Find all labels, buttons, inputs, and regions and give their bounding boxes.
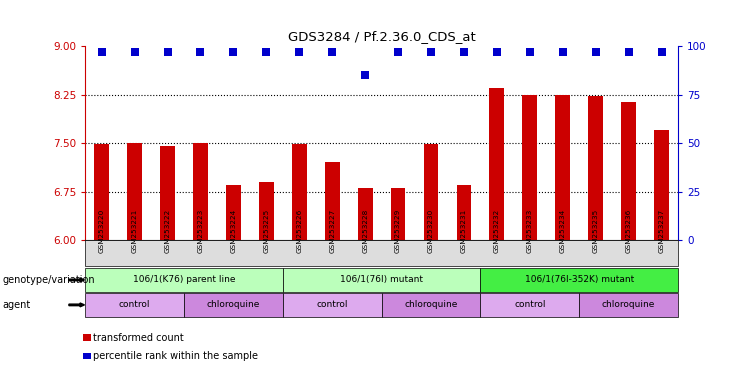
Text: GSM253224: GSM253224 <box>230 209 236 253</box>
Text: GSM253232: GSM253232 <box>494 209 500 253</box>
Point <box>195 49 207 55</box>
Text: GSM253222: GSM253222 <box>165 209 170 253</box>
Text: chloroquine: chloroquine <box>602 300 655 310</box>
Point <box>458 49 470 55</box>
Text: genotype/variation: genotype/variation <box>2 275 95 285</box>
Text: GSM253231: GSM253231 <box>461 209 467 253</box>
Point <box>392 49 404 55</box>
Bar <box>654 130 669 240</box>
Point <box>227 49 239 55</box>
Point <box>260 49 272 55</box>
Text: GSM253227: GSM253227 <box>329 209 335 253</box>
Text: GSM253233: GSM253233 <box>527 209 533 253</box>
Point <box>326 49 338 55</box>
Text: percentile rank within the sample: percentile rank within the sample <box>93 351 259 361</box>
Point <box>491 49 503 55</box>
Point <box>129 49 141 55</box>
Point <box>293 49 305 55</box>
Text: GSM253228: GSM253228 <box>362 209 368 253</box>
Bar <box>292 144 307 240</box>
Text: GSM253223: GSM253223 <box>198 209 204 253</box>
Text: 106/1(76I) mutant: 106/1(76I) mutant <box>340 275 423 285</box>
Point <box>425 49 437 55</box>
Title: GDS3284 / Pf.2.36.0_CDS_at: GDS3284 / Pf.2.36.0_CDS_at <box>288 30 476 43</box>
Bar <box>127 143 142 240</box>
Point <box>590 49 602 55</box>
Bar <box>94 144 109 240</box>
Text: GSM253225: GSM253225 <box>263 209 269 253</box>
Text: control: control <box>119 300 150 310</box>
Point <box>162 49 173 55</box>
Text: GSM253226: GSM253226 <box>296 209 302 253</box>
Bar <box>424 144 439 240</box>
Bar <box>226 185 241 240</box>
Text: 106/1(76I-352K) mutant: 106/1(76I-352K) mutant <box>525 275 634 285</box>
Text: control: control <box>316 300 348 310</box>
Text: chloroquine: chloroquine <box>405 300 458 310</box>
Bar <box>522 94 537 240</box>
Bar <box>325 162 339 240</box>
Text: GSM253234: GSM253234 <box>559 209 565 253</box>
Text: control: control <box>514 300 545 310</box>
Text: 106/1(K76) parent line: 106/1(K76) parent line <box>133 275 235 285</box>
Point <box>96 49 107 55</box>
Point <box>359 72 371 78</box>
Bar <box>555 94 570 240</box>
Text: GSM253237: GSM253237 <box>659 209 665 253</box>
Bar <box>621 102 636 240</box>
Bar <box>490 88 505 240</box>
Bar <box>358 188 373 240</box>
Text: GSM253220: GSM253220 <box>99 209 104 253</box>
Bar <box>391 188 405 240</box>
Point <box>556 49 568 55</box>
Text: GSM253236: GSM253236 <box>625 209 631 253</box>
Text: agent: agent <box>2 300 30 310</box>
Text: GSM253230: GSM253230 <box>428 209 434 253</box>
Bar <box>588 96 603 240</box>
Point <box>524 49 536 55</box>
Text: GSM253229: GSM253229 <box>395 209 401 253</box>
Point <box>656 49 668 55</box>
Text: GSM253221: GSM253221 <box>132 209 138 253</box>
Point <box>622 49 634 55</box>
Text: chloroquine: chloroquine <box>207 300 260 310</box>
Text: GSM253235: GSM253235 <box>593 209 599 253</box>
Bar <box>160 146 175 240</box>
Bar <box>259 182 273 240</box>
Bar <box>193 143 208 240</box>
Text: transformed count: transformed count <box>93 333 184 343</box>
Bar <box>456 185 471 240</box>
